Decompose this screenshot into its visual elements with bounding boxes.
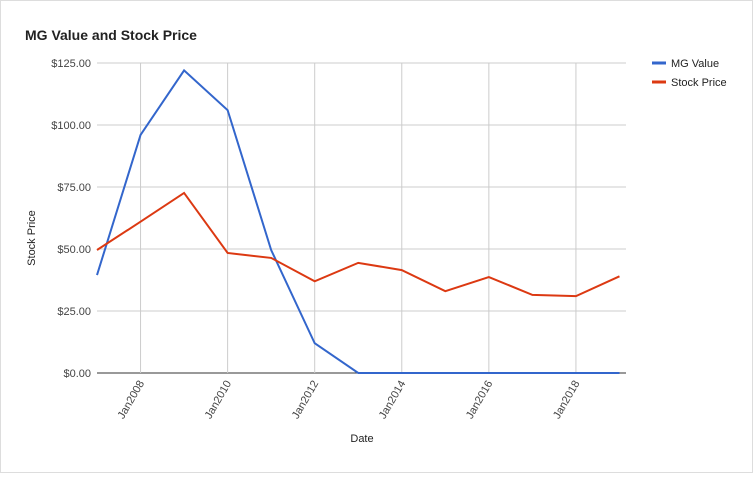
y-axis-title: Stock Price: [26, 210, 38, 266]
series-line: [96, 68, 620, 374]
y-tick-label: $75.00: [57, 182, 91, 194]
chart-title: MG Value and Stock Price: [25, 27, 197, 43]
y-tick-label: $50.00: [57, 244, 91, 256]
y-tick-label: $0.00: [63, 368, 91, 380]
y-tick-label: $100.00: [51, 120, 91, 132]
x-axis-title: Date: [350, 433, 373, 445]
y-tick-label: $125.00: [51, 58, 91, 70]
legend-label: MG Value: [671, 58, 719, 70]
y-tick-label: $25.00: [57, 306, 91, 318]
series-line: [96, 191, 620, 298]
legend-label: Stock Price: [671, 77, 727, 89]
